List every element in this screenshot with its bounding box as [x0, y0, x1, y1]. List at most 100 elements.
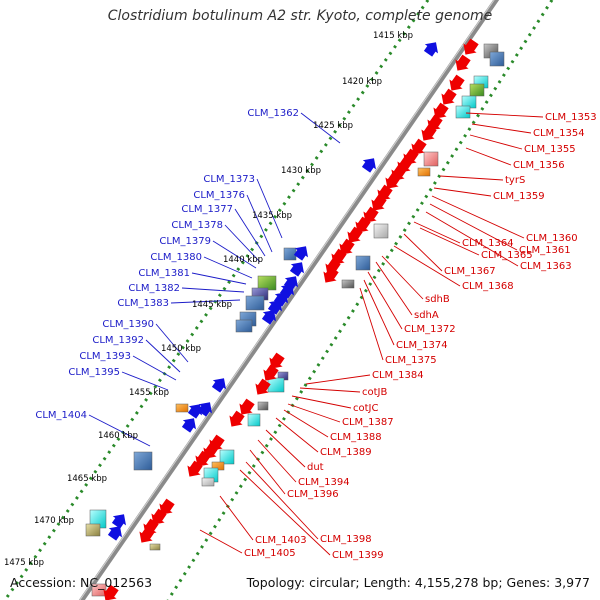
reverse-leader-line	[403, 233, 443, 272]
gene-feature-block	[283, 247, 297, 261]
forward-gene-arrow	[181, 418, 197, 433]
gene-feature-block	[85, 523, 101, 537]
reverse-leader-line	[425, 211, 519, 267]
gene-feature-block	[149, 543, 161, 551]
reverse-gene-label: CLM_1356	[513, 160, 565, 171]
gene-feature-block	[133, 451, 153, 471]
reverse-gene-arrow	[411, 138, 427, 155]
reverse-leader-line	[465, 112, 544, 118]
gene-feature-block	[267, 377, 285, 393]
reverse-gene-label: CLM_1399	[332, 550, 384, 561]
forward-gene-label: CLM_1383	[117, 298, 169, 309]
reverse-gene-label: CLM_1396	[287, 489, 339, 500]
forward-gene-label: CLM_1395	[68, 367, 120, 378]
reverse-gene-arrow	[347, 226, 363, 243]
gene-feature-block	[417, 167, 431, 177]
topology-text: Topology: circular; Length: 4,155,278 bp…	[246, 575, 590, 590]
reverse-leader-line	[367, 271, 403, 330]
reverse-leader-line	[375, 261, 413, 316]
reverse-gene-label: CLM_1405	[244, 548, 296, 559]
forward-leader-line	[170, 299, 241, 304]
forward-gene-label: CLM_1379	[159, 236, 211, 247]
reverse-leader-line	[429, 203, 518, 251]
gene-feature-block	[201, 477, 215, 487]
reverse-gene-arrow	[371, 194, 387, 211]
reverse-gene-arrow	[139, 526, 155, 543]
reverse-leader-line	[245, 461, 319, 540]
forward-leader-line	[203, 256, 253, 279]
forward-gene-label: CLM_1392	[92, 335, 144, 346]
reverse-gene-labels: CLM_1353 CLM_1354 CLM_1355 CLM_1356 tyrS CLM_…	[244, 112, 597, 561]
gene-feature-block	[469, 83, 485, 97]
forward-leader-line	[224, 224, 261, 263]
reverse-gene-arrow	[103, 584, 119, 600]
reverse-gene-label: cotJB	[362, 387, 387, 398]
kbp-label: 1470 kbp	[34, 516, 74, 526]
reverse-gene-arrow	[195, 450, 211, 467]
forward-gene-label: CLM_1393	[79, 351, 131, 362]
gene-feature-block	[373, 223, 389, 239]
forward-gene-arrow	[111, 514, 127, 529]
reverse-leader-line	[291, 395, 352, 409]
reverse-gene-label: CLM_1355	[524, 144, 576, 155]
forward-leader-line	[121, 371, 169, 391]
kbp-label: 1415 kbp	[373, 31, 413, 41]
reverse-gene-arrow	[449, 74, 465, 91]
reverse-leader-line	[257, 439, 297, 483]
gene-feature-block	[489, 51, 505, 67]
reverse-gene-label: CLM_1388	[330, 432, 382, 443]
ruler-inner	[166, 0, 554, 600]
gene-feature-block	[257, 401, 269, 411]
reverse-leader-line	[431, 195, 525, 239]
forward-gene-label: CLM_1404	[35, 410, 87, 421]
reverse-leader-line	[439, 175, 504, 181]
reverse-gene-label: dut	[307, 462, 324, 473]
reverse-gene-arrow	[421, 124, 437, 141]
kbp-label: 1445 kbp	[192, 300, 232, 310]
reverse-leader-line	[413, 221, 461, 244]
reverse-leader-line	[249, 449, 286, 495]
forward-gene-labels: CLM_1362 CLM_1373 CLM_1376 CLM_1377 CLM_1378…	[35, 108, 299, 421]
forward-leader-line	[145, 339, 181, 373]
gene-feature-block	[455, 105, 471, 119]
reverse-gene-arrow	[433, 102, 449, 119]
gene-feature-block	[91, 583, 107, 597]
gene-feature-blocks	[85, 43, 505, 597]
reverse-gene-arrow	[455, 54, 471, 71]
kbp-label: 1450 kbp	[161, 344, 201, 354]
reverse-gene-arrow	[441, 88, 457, 105]
kbp-label: 1420 kbp	[342, 77, 382, 87]
reverse-leader-line	[359, 287, 384, 361]
reverse-gene-arrow	[269, 352, 285, 369]
gene-feature-block	[245, 295, 265, 311]
reverse-gene-label: CLM_1387	[342, 417, 394, 428]
reverse-gene-label: CLM_1353	[545, 112, 597, 123]
kbp-scale-labels: 1415 kbp 1420 kbp 1425 kbp 1430 kbp 1435 kbp…	[4, 31, 413, 568]
reverse-leader-line	[239, 469, 331, 556]
forward-gene-label: CLM_1390	[102, 319, 154, 330]
forward-gene-label: CLM_1382	[128, 283, 180, 294]
reverse-gene-label: CLM_1365	[481, 250, 533, 261]
forward-leader-line	[88, 414, 151, 447]
forward-gene-arrow	[187, 404, 203, 419]
forward-gene-label: CLM_1376	[193, 190, 245, 201]
forward-leader-line	[234, 208, 266, 257]
reverse-gene-arrow	[363, 206, 379, 223]
reverse-gene-arrow	[339, 238, 355, 255]
forward-leader-line	[300, 112, 341, 144]
reverse-gene-label: tyrS	[505, 175, 525, 186]
genome-title: Clostridium botulinum A2 str. Kyoto, com…	[107, 8, 493, 24]
reverse-gene-label: CLM_1374	[396, 340, 448, 351]
reverse-leader-line	[219, 495, 254, 541]
ruler-dots-outer	[3, 0, 430, 600]
reverse-leader-line	[471, 123, 532, 134]
reverse-gene-arrow	[159, 498, 175, 515]
reverse-gene-label: sdhA	[414, 310, 439, 321]
kbp-label: 1455 kbp	[129, 388, 169, 398]
reverse-gene-label: cotJC	[353, 403, 378, 414]
forward-leader-line	[181, 287, 245, 293]
reverse-gene-label: CLM_1389	[320, 447, 372, 458]
reverse-gene-label: CLM_1361	[519, 245, 571, 256]
